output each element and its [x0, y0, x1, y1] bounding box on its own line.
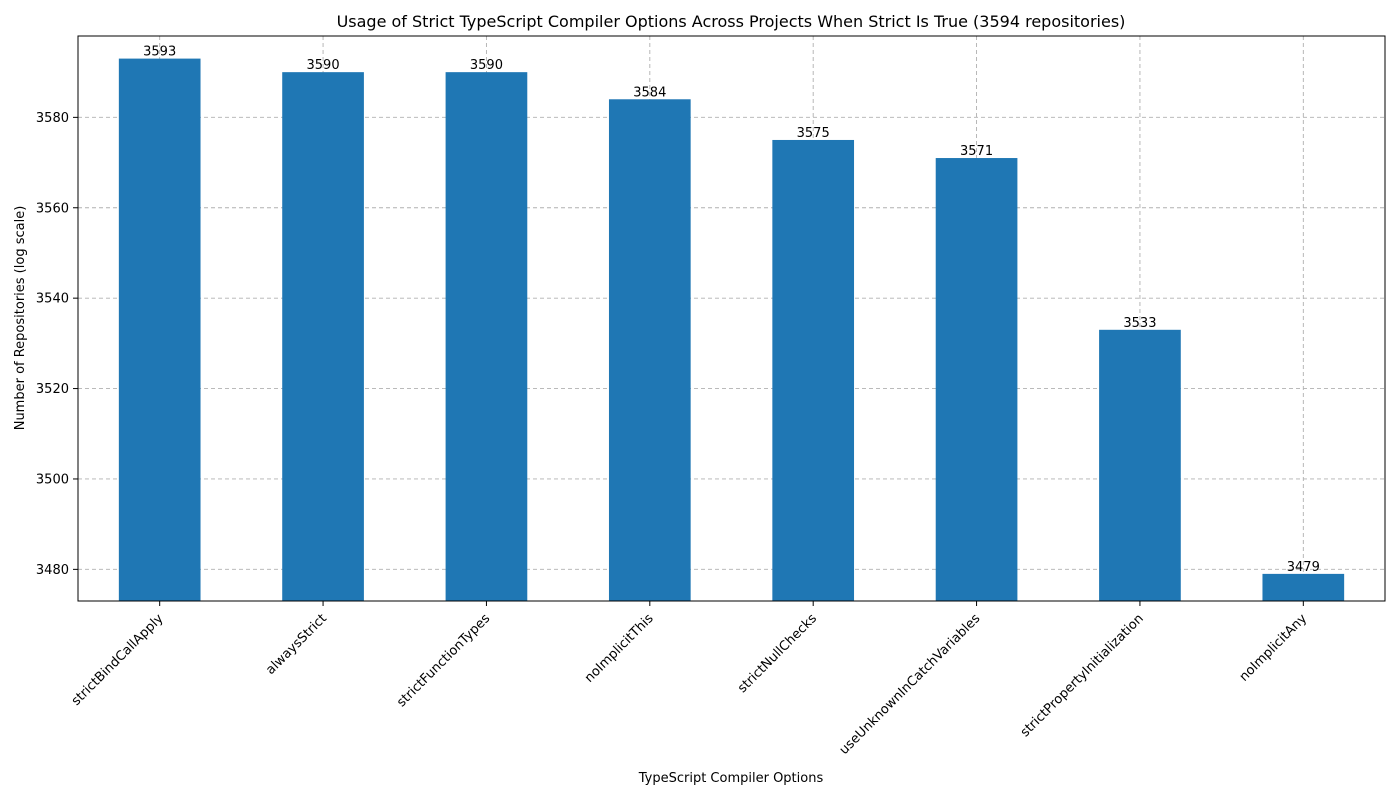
y-tick-label: 3500: [36, 472, 69, 487]
y-tick-label: 3480: [36, 563, 69, 578]
data-label: 3593: [143, 45, 176, 60]
grid-layer: [78, 36, 1385, 601]
y-tick-label: 3560: [36, 201, 69, 216]
bars-layer: [118, 58, 1345, 602]
data-label: 3584: [633, 85, 666, 100]
data-label: 3479: [1287, 560, 1320, 575]
data-label: 3571: [960, 144, 993, 159]
data-label: 3590: [470, 58, 503, 73]
chart-title: Usage of Strict TypeScript Compiler Opti…: [337, 12, 1126, 31]
data-label: 3590: [307, 58, 340, 73]
x-tick-label: strictBindCallApply: [69, 611, 167, 709]
y-tick-label: 3540: [36, 292, 69, 307]
x-axis-label: TypeScript Compiler Options: [638, 771, 824, 786]
x-tick-label: strictFunctionTypes: [394, 611, 493, 710]
bar-noImplicitThis: [608, 99, 691, 601]
data-label: 3575: [797, 126, 830, 141]
bar-strictFunctionTypes: [445, 72, 528, 601]
y-axis-label: Number of Repositories (log scale): [13, 206, 28, 431]
bar-strictBindCallApply: [118, 58, 201, 602]
y-tick-label: 3580: [36, 111, 69, 126]
x-tick-label: noImplicitAny: [1237, 611, 1311, 685]
bar-alwaysStrict: [282, 72, 364, 601]
x-tick-label: alwaysStrict: [263, 611, 330, 678]
x-tick-label: noImplicitThis: [582, 611, 657, 686]
bar-strictPropertyInitialization: [1099, 329, 1181, 601]
x-tick-label: strictNullChecks: [735, 611, 820, 696]
y-tick-label: 3520: [36, 382, 69, 397]
data-label: 3533: [1123, 316, 1156, 331]
data-labels-layer: 3593 3590 3590 3584 3575 3571 3533 3479: [143, 45, 1320, 575]
x-tick-label: strictPropertyInitialization: [1018, 611, 1147, 740]
bar-noImplicitAny: [1262, 573, 1345, 601]
bar-strictNullChecks: [772, 139, 855, 601]
plot-frame: [77, 35, 1386, 602]
bar-useUnknownInCatchVariables: [935, 158, 1018, 602]
x-tick-label: useUnknownInCatchVariables: [837, 611, 984, 758]
x-axis: strictBindCallApply alwaysStrict strictFun…: [69, 601, 1310, 758]
y-axis: 3480 3500 3520 3540 3560 3580: [36, 111, 78, 578]
